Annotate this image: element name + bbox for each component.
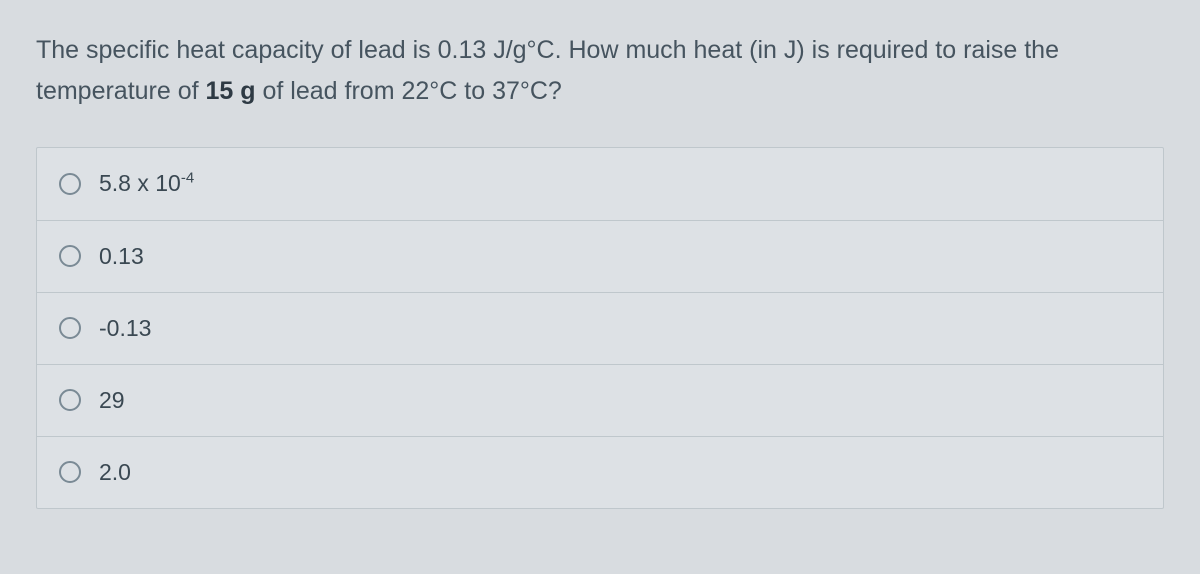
- option-label: -0.13: [99, 315, 151, 342]
- radio-icon[interactable]: [59, 173, 81, 195]
- question-text: The specific heat capacity of lead is 0.…: [36, 30, 1164, 113]
- options-container: 5.8 x 10-4 0.13 -0.13 29 2.0: [36, 147, 1164, 509]
- radio-icon[interactable]: [59, 461, 81, 483]
- option-row[interactable]: 29: [37, 364, 1163, 436]
- radio-icon[interactable]: [59, 317, 81, 339]
- option-label: 29: [99, 387, 125, 414]
- option-row[interactable]: -0.13: [37, 292, 1163, 364]
- option-label: 2.0: [99, 459, 131, 486]
- question-post: of lead from 22°C to 37°C?: [263, 77, 562, 105]
- option-label: 5.8 x 10-4: [99, 170, 194, 197]
- radio-icon[interactable]: [59, 245, 81, 267]
- option-row[interactable]: 5.8 x 10-4: [37, 148, 1163, 220]
- option-row[interactable]: 0.13: [37, 220, 1163, 292]
- option-row[interactable]: 2.0: [37, 436, 1163, 508]
- question-bold: 15 g: [206, 77, 256, 105]
- option-label: 0.13: [99, 243, 144, 270]
- radio-icon[interactable]: [59, 389, 81, 411]
